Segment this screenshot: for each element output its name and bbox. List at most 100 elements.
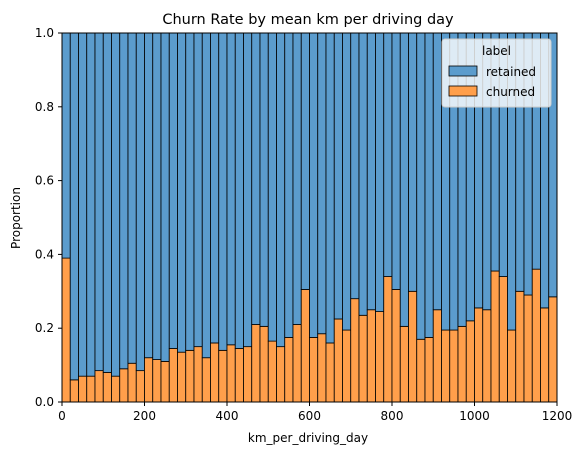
bar-churned xyxy=(432,309,442,403)
bar-churned xyxy=(309,337,319,403)
chart-title: Churn Rate by mean km per driving day xyxy=(162,12,454,28)
bar-churned xyxy=(408,290,418,403)
y-axis-title: Proportion xyxy=(9,187,23,249)
y-tick-label: 0.8 xyxy=(35,100,54,114)
bar-churned xyxy=(234,348,244,403)
bar-churned xyxy=(424,337,434,403)
bar-churned xyxy=(300,289,310,403)
bar-churned xyxy=(350,298,360,403)
x-tick-label: 800 xyxy=(381,409,404,423)
bar-churned xyxy=(284,337,294,403)
bar-churned xyxy=(465,320,475,403)
bar-retained xyxy=(78,32,88,377)
bar-churned xyxy=(94,370,104,403)
bar-retained xyxy=(342,32,352,331)
x-tick-label: 200 xyxy=(133,409,156,423)
bar-churned xyxy=(111,375,121,403)
bar-retained xyxy=(325,32,335,344)
bar-retained xyxy=(127,32,137,364)
bar-churned xyxy=(193,346,203,403)
bar-churned xyxy=(102,372,112,403)
bar-retained xyxy=(102,32,112,373)
bar-retained xyxy=(300,32,310,290)
legend-label-retained: retained xyxy=(486,65,536,79)
bar-retained xyxy=(432,32,442,311)
bar-retained xyxy=(276,32,286,348)
bar-churned xyxy=(548,296,558,403)
y-tick-label: 0.2 xyxy=(35,321,54,335)
bar-churned xyxy=(416,338,426,403)
bar-churned xyxy=(185,349,195,403)
bar-retained xyxy=(135,32,145,372)
bar-churned xyxy=(135,370,145,403)
bar-retained xyxy=(251,32,261,325)
axes-group: 0 200 400 600 800 1000 1200 0.0 0.2 0.4 0.6 0.8 1.0 xyxy=(35,26,572,423)
bar-churned xyxy=(523,294,533,403)
x-tick-label: 1000 xyxy=(459,409,490,423)
legend-label-churned: churned xyxy=(486,85,535,99)
bar-retained xyxy=(383,32,393,277)
bar-retained xyxy=(226,32,236,346)
bar-retained xyxy=(119,32,129,370)
bar-retained xyxy=(160,32,170,362)
bar-churned xyxy=(333,318,343,403)
bar-churned xyxy=(152,359,162,403)
bar-retained xyxy=(292,32,302,325)
y-tick-label: 0.0 xyxy=(35,395,54,409)
bar-churned xyxy=(259,325,269,403)
bar-churned xyxy=(498,276,508,403)
bar-churned xyxy=(119,368,129,403)
bar-retained xyxy=(201,32,211,359)
bar-churned xyxy=(507,329,517,403)
bar-retained xyxy=(350,32,360,300)
bar-churned xyxy=(515,290,525,403)
bar-churned xyxy=(218,349,228,403)
bar-retained xyxy=(177,32,187,353)
bar-retained xyxy=(144,32,154,359)
bar-churned xyxy=(210,342,220,403)
bar-churned xyxy=(366,309,376,403)
bar-retained xyxy=(391,32,401,290)
bar-churned xyxy=(474,307,484,403)
bar-retained xyxy=(69,32,79,381)
bar-churned xyxy=(127,362,137,403)
bar-churned xyxy=(276,346,286,403)
legend-swatch-retained xyxy=(448,65,478,77)
bar-churned xyxy=(490,270,500,403)
bar-churned xyxy=(177,351,187,403)
bar-churned xyxy=(383,276,393,403)
bar-retained xyxy=(416,32,426,340)
x-tick-label: 600 xyxy=(298,409,321,423)
bar-churned xyxy=(267,340,277,403)
bar-churned xyxy=(457,325,467,403)
y-tick-label: 1.0 xyxy=(35,26,54,40)
bar-retained xyxy=(152,32,162,360)
bar-churned xyxy=(78,375,88,403)
bar-retained xyxy=(193,32,203,348)
bar-churned xyxy=(540,307,550,403)
bar-churned xyxy=(325,342,335,403)
y-tick-label: 0.4 xyxy=(35,247,54,261)
bar-churned xyxy=(342,329,352,403)
bar-churned xyxy=(201,357,211,403)
x-tick-label: 1200 xyxy=(542,409,573,423)
bar-churned xyxy=(144,357,154,403)
bar-churned xyxy=(482,309,492,403)
bar-churned xyxy=(226,344,236,403)
bar-churned xyxy=(317,333,327,403)
bar-retained xyxy=(111,32,121,377)
bar-churned xyxy=(86,375,96,403)
bar-churned xyxy=(69,379,79,403)
legend-swatch-churned xyxy=(448,85,478,97)
bar-retained xyxy=(168,32,178,349)
bar-retained xyxy=(61,32,71,259)
bar-churned xyxy=(160,361,170,403)
bar-retained xyxy=(259,32,269,327)
legend: label retained churned xyxy=(441,38,552,108)
bar-churned xyxy=(61,257,71,403)
bar-churned xyxy=(441,329,451,403)
bar-retained xyxy=(399,32,409,327)
bar-retained xyxy=(86,32,96,377)
x-tick-label: 400 xyxy=(216,409,239,423)
